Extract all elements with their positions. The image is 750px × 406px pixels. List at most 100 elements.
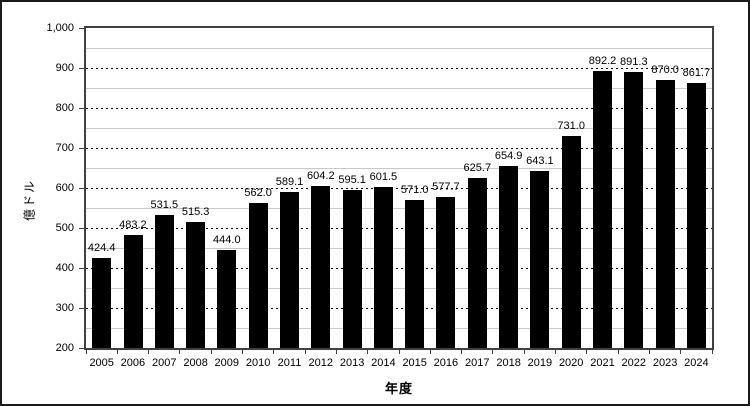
major-gridline [86, 227, 712, 229]
x-tick-mark [492, 350, 494, 354]
x-tick-label: 2008 [183, 357, 208, 369]
x-tick-mark [367, 350, 369, 354]
y-tick-label: 700 [55, 142, 74, 154]
major-gridline [86, 67, 712, 69]
y-tick-label: 600 [55, 182, 74, 194]
value-label: 604.2 [307, 170, 335, 183]
value-label: 571.0 [400, 183, 429, 196]
plot-area [84, 26, 714, 350]
y-tick-mark [79, 107, 84, 109]
value-label: 577.7 [432, 180, 460, 193]
y-tick-mark [79, 347, 84, 349]
value-label: 891.3 [620, 55, 648, 68]
bar-2016 [436, 196, 456, 348]
x-tick-label: 2024 [684, 357, 709, 369]
x-tick-label: 2021 [590, 357, 615, 369]
major-gridline [86, 107, 712, 109]
y-tick-mark [79, 27, 84, 29]
x-tick-label: 2005 [89, 357, 114, 369]
value-label: 892.2 [588, 55, 617, 68]
y-tick-label: 400 [55, 262, 74, 274]
value-label: 531.5 [150, 199, 179, 212]
bar-2021 [593, 71, 612, 348]
x-tick-mark [85, 350, 87, 354]
value-label: 444.0 [213, 234, 241, 247]
x-tick-label: 2010 [245, 357, 271, 369]
bar-2017 [467, 177, 487, 348]
minor-gridline [86, 127, 712, 129]
value-label: 589.1 [275, 176, 304, 189]
x-tick-mark [711, 350, 713, 354]
x-tick-label: 2023 [652, 357, 678, 369]
x-tick-label: 2019 [527, 357, 553, 369]
value-label: 654.9 [494, 150, 523, 162]
x-tick-mark [555, 350, 556, 354]
x-tick-mark [335, 350, 337, 354]
value-label: 625.7 [463, 161, 492, 174]
value-label: 870.0 [651, 64, 679, 76]
x-tick-label: 2017 [465, 357, 490, 369]
y-tick-mark [79, 187, 84, 189]
bar-2013 [342, 190, 362, 348]
major-gridline [86, 187, 712, 189]
bar-2015 [405, 199, 425, 348]
y-tick-label: 800 [55, 102, 74, 114]
bar-2011 [280, 192, 299, 348]
x-tick-label: 2016 [433, 357, 459, 369]
x-tick-label: 2006 [120, 357, 146, 369]
x-tick-mark [429, 350, 431, 354]
value-label: 424.4 [87, 242, 116, 255]
y-tick-label: 300 [55, 302, 74, 314]
minor-gridline [86, 47, 712, 49]
major-gridline [86, 147, 712, 149]
y-tick-mark [79, 147, 84, 149]
bar-2023 [655, 80, 675, 348]
x-tick-label: 2015 [402, 357, 427, 369]
x-tick-label: 2020 [558, 357, 584, 369]
y-tick-mark [79, 307, 84, 309]
x-tick-label: 2011 [277, 357, 302, 369]
bar-2010 [248, 203, 268, 348]
major-gridline [86, 307, 712, 309]
y-tick-label: 900 [55, 62, 74, 74]
bar-2018 [499, 166, 519, 348]
value-label: 601.5 [369, 171, 398, 184]
minor-gridline [86, 167, 712, 169]
x-tick-mark [617, 350, 619, 354]
bar-2014 [373, 187, 393, 348]
x-tick-mark [210, 350, 212, 354]
value-label: 731.0 [557, 119, 585, 132]
x-tick-mark [242, 350, 243, 354]
x-tick-mark [179, 350, 181, 354]
x-tick-label: 2013 [339, 357, 365, 369]
bar-2012 [311, 186, 331, 348]
x-tick-mark [586, 350, 588, 354]
bar-2020 [561, 135, 581, 348]
x-tick-mark [273, 350, 275, 354]
x-axis-title: 年度 [384, 381, 413, 396]
minor-gridline [86, 287, 712, 289]
y-tick-label: 200 [55, 342, 74, 354]
bar-2007 [154, 215, 174, 348]
bar-2022 [624, 71, 644, 348]
x-tick-label: 2014 [371, 357, 396, 369]
major-gridline [86, 267, 712, 269]
x-tick-label: 2009 [214, 357, 240, 369]
bar-2024 [686, 83, 706, 348]
x-tick-label: 2018 [496, 357, 521, 369]
bar-2009 [217, 250, 237, 348]
x-tick-mark [398, 350, 400, 354]
value-label: 562.0 [244, 187, 272, 200]
x-tick-mark [304, 350, 306, 354]
x-tick-mark [523, 350, 525, 354]
bar-2006 [123, 234, 143, 348]
y-tick-mark [79, 267, 84, 269]
value-label: 643.1 [526, 154, 554, 167]
value-label: 483.2 [119, 218, 147, 231]
value-label: 595.1 [338, 174, 366, 186]
y-tick-mark [79, 227, 84, 229]
x-tick-mark [648, 350, 650, 354]
y-tick-mark [79, 67, 84, 69]
x-tick-mark [680, 350, 682, 354]
